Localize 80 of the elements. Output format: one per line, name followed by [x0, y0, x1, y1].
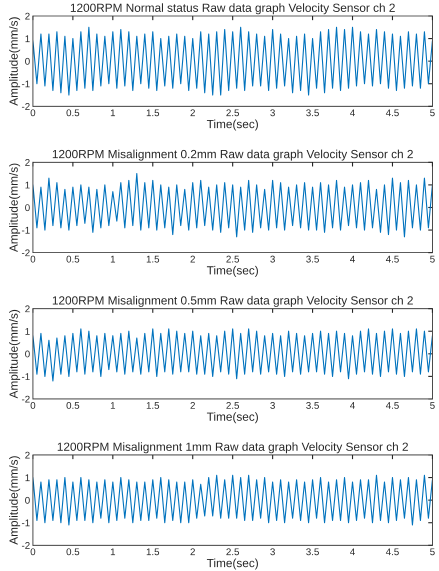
x-axis-title: Time(sec) — [206, 412, 258, 424]
y-tick-label: -2 — [22, 396, 30, 402]
y-axis-title: Amplitude(mm/s) — [9, 310, 20, 398]
x-tick-label: 3.5 — [306, 402, 319, 409]
y-tick-label: 1 — [25, 35, 30, 42]
x-tick-label: 0 — [30, 109, 36, 116]
chart-title: 1200RPM Misalignment 0.5mm Raw data graph Velocity Sensor ch 2 — [52, 296, 413, 307]
y-tick-label: 1 — [25, 328, 30, 335]
y-tick-label: 1 — [25, 182, 30, 188]
y-axis-title: Amplitude(mm/s) — [9, 164, 20, 252]
x-tick-label: 1.5 — [146, 109, 160, 116]
x-tick-label: 0.5 — [66, 256, 80, 263]
x-tick-label: 0 — [30, 402, 36, 409]
x-tick-label: 4 — [350, 109, 355, 116]
x-tick-label: 0 — [30, 256, 36, 263]
x-tick-label: 2 — [190, 109, 195, 116]
y-axis-title: Amplitude(mm/s) — [9, 17, 20, 106]
x-tick-label: 5 — [430, 256, 435, 263]
y-tick-label: 2 — [25, 12, 30, 20]
x-axis-title: Time(sec) — [206, 120, 258, 131]
x-tick-label: 3.5 — [306, 109, 319, 116]
y-tick-label: 1 — [25, 474, 30, 482]
x-tick-label: 4 — [350, 548, 355, 556]
y-tick-label: -2 — [22, 103, 30, 110]
x-tick-label: 2 — [190, 548, 195, 556]
chart-title: 1200RPM Misalignment 0.2mm Raw data graph Velocity Sensor ch 2 — [52, 150, 413, 161]
y-tick-label: 2 — [25, 159, 30, 166]
x-tick-label: 2 — [190, 402, 195, 409]
y-tick-label: -2 — [22, 542, 30, 549]
x-tick-label: 1.5 — [146, 256, 160, 263]
x-tick-label: 0 — [30, 548, 36, 556]
x-tick-label: 0.5 — [66, 109, 80, 116]
y-tick-label: 0 — [25, 204, 30, 212]
x-tick-label: 3 — [270, 548, 275, 556]
x-tick-label: 2.5 — [226, 402, 240, 409]
x-tick-label: 4.5 — [386, 109, 399, 116]
x-tick-label: 1.5 — [146, 402, 160, 409]
y-tick-label: 2 — [25, 452, 30, 458]
y-tick-label: -1 — [22, 80, 30, 88]
line-series — [32, 26, 432, 96]
y-axis-title: Amplitude(mm/s) — [9, 456, 20, 545]
chart-title: 1200RPM Misalignment 1mm Raw data graph Velocity Sensor ch 2 — [58, 442, 408, 454]
x-tick-label: 2.5 — [226, 548, 240, 556]
x-tick-label: 0.5 — [66, 402, 80, 409]
x-tick-label: 3 — [270, 256, 275, 263]
y-tick-label: -1 — [22, 520, 30, 526]
chart-title: 1200RPM Normal status Raw data graph Velocity Sensor ch 2 — [70, 3, 395, 14]
x-tick-label: 1.5 — [146, 548, 160, 556]
x-tick-label: 2 — [190, 256, 195, 262]
x-tick-label: 4.5 — [386, 402, 399, 409]
y-tick-label: 0 — [25, 58, 30, 65]
line-series — [32, 173, 432, 238]
x-tick-label: 1 — [110, 402, 116, 409]
x-tick-label: 4.5 — [386, 548, 399, 556]
x-tick-label: 4.5 — [386, 256, 399, 263]
x-tick-label: 3.5 — [306, 548, 319, 556]
x-tick-label: 1 — [110, 548, 116, 556]
x-tick-label: 4 — [350, 402, 355, 409]
y-tick-label: -1 — [22, 373, 30, 380]
x-tick-label: 1 — [110, 256, 116, 262]
x-tick-label: 5 — [430, 402, 435, 409]
y-tick-label: 0 — [25, 350, 30, 358]
x-tick-label: 5 — [430, 548, 435, 556]
y-tick-label: 0 — [25, 496, 30, 504]
line-series — [32, 474, 432, 526]
x-tick-label: 4 — [350, 256, 355, 262]
x-tick-label: 3 — [270, 402, 275, 409]
x-tick-label: 3.5 — [306, 256, 319, 263]
x-axis-title: Time(sec) — [206, 558, 258, 570]
y-tick-label: 2 — [25, 305, 30, 312]
x-tick-label: 1 — [110, 109, 116, 116]
y-tick-label: -1 — [22, 226, 30, 234]
x-tick-label: 5 — [430, 109, 435, 116]
x-tick-label: 2.5 — [226, 256, 240, 263]
x-tick-label: 3 — [270, 109, 275, 116]
y-tick-label: -2 — [22, 249, 30, 256]
x-axis-title: Time(sec) — [206, 266, 258, 277]
x-tick-label: 2.5 — [226, 109, 240, 116]
x-tick-label: 0.5 — [66, 548, 80, 556]
line-series — [32, 328, 432, 382]
